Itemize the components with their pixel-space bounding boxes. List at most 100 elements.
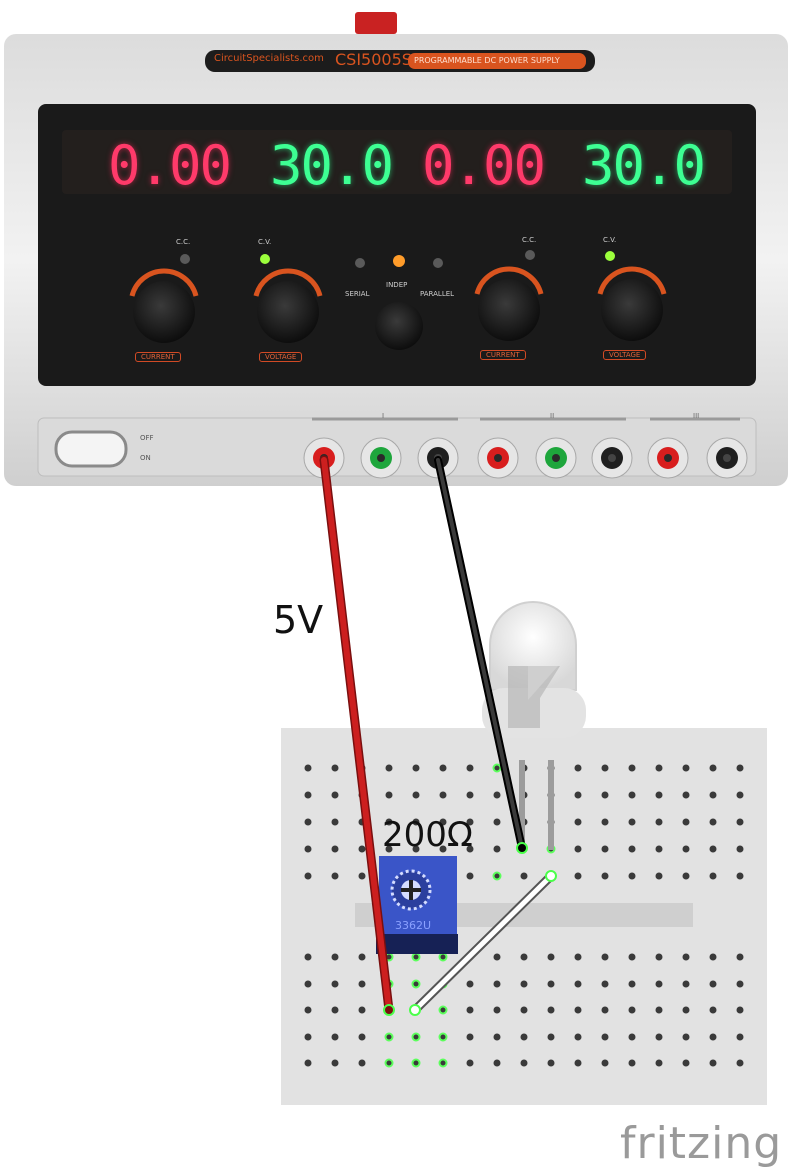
breadboard-hole[interactable] xyxy=(384,1032,394,1042)
breadboard-hole[interactable] xyxy=(574,845,582,853)
breadboard-hole[interactable] xyxy=(304,1033,312,1041)
breadboard-hole[interactable] xyxy=(601,764,609,772)
breadboard-hole[interactable] xyxy=(628,845,636,853)
breadboard-hole[interactable] xyxy=(438,1058,448,1068)
breadboard-hole[interactable] xyxy=(384,1058,394,1068)
breadboard-hole[interactable] xyxy=(682,1033,690,1041)
breadboard-hole[interactable] xyxy=(520,872,528,880)
breadboard-hole[interactable] xyxy=(493,980,501,988)
breadboard-hole[interactable] xyxy=(438,1032,448,1042)
breadboard-hole[interactable] xyxy=(655,845,663,853)
breadboard-hole[interactable] xyxy=(493,1033,501,1041)
breadboard-hole[interactable] xyxy=(628,872,636,880)
breadboard-hole[interactable] xyxy=(304,818,312,826)
breadboard-hole[interactable] xyxy=(358,953,366,961)
breadboard-hole[interactable] xyxy=(709,818,717,826)
breadboard-hole[interactable] xyxy=(358,845,366,853)
breadboard-hole[interactable] xyxy=(411,1058,421,1068)
breadboard-hole[interactable] xyxy=(358,1059,366,1067)
breadboard-hole[interactable] xyxy=(682,1006,690,1014)
breadboard-hole[interactable] xyxy=(682,980,690,988)
breadboard-hole[interactable] xyxy=(466,845,474,853)
breadboard-hole[interactable] xyxy=(520,1033,528,1041)
breadboard-hole[interactable] xyxy=(412,845,420,853)
breadboard-hole[interactable] xyxy=(358,1033,366,1041)
breadboard-hole[interactable] xyxy=(628,953,636,961)
breadboard-hole[interactable] xyxy=(411,952,421,962)
led[interactable] xyxy=(482,601,586,850)
breadboard-hole[interactable] xyxy=(411,1032,421,1042)
terminal-ch2-negative[interactable] xyxy=(591,437,633,479)
breadboard-hole[interactable] xyxy=(331,872,339,880)
breadboard-hole[interactable] xyxy=(736,1006,744,1014)
breadboard-hole[interactable] xyxy=(493,791,501,799)
breadboard-hole[interactable] xyxy=(574,953,582,961)
breadboard-hole[interactable] xyxy=(331,1059,339,1067)
breadboard-hole[interactable] xyxy=(655,1006,663,1014)
breadboard-hole[interactable] xyxy=(628,791,636,799)
breadboard-hole[interactable] xyxy=(574,980,582,988)
breadboard-hole[interactable] xyxy=(547,1006,555,1014)
breadboard-hole[interactable] xyxy=(736,791,744,799)
breadboard-hole[interactable] xyxy=(574,1006,582,1014)
breadboard-hole[interactable] xyxy=(601,818,609,826)
breadboard-hole[interactable] xyxy=(655,1033,663,1041)
breadboard-hole[interactable] xyxy=(331,953,339,961)
breadboard-hole[interactable] xyxy=(412,764,420,772)
breadboard-hole[interactable] xyxy=(304,1059,312,1067)
breadboard-hole[interactable] xyxy=(574,818,582,826)
breadboard-hole[interactable] xyxy=(601,1059,609,1067)
terminal-ch1-ground[interactable] xyxy=(360,437,402,479)
breadboard-hole[interactable] xyxy=(547,980,555,988)
terminal-ch3-positive[interactable] xyxy=(647,437,689,479)
breadboard-hole[interactable] xyxy=(736,953,744,961)
breadboard-hole[interactable] xyxy=(601,953,609,961)
breadboard-hole[interactable] xyxy=(493,845,501,853)
breadboard-hole[interactable] xyxy=(385,818,393,826)
breadboard-hole[interactable] xyxy=(304,791,312,799)
breadboard-hole[interactable] xyxy=(439,791,447,799)
breadboard-hole[interactable] xyxy=(709,980,717,988)
breadboard-hole[interactable] xyxy=(628,1006,636,1014)
breadboard-hole[interactable] xyxy=(655,791,663,799)
breadboard-hole[interactable] xyxy=(520,980,528,988)
breadboard-hole[interactable] xyxy=(331,845,339,853)
breadboard-hole[interactable] xyxy=(466,764,474,772)
breadboard-hole[interactable] xyxy=(493,1059,501,1067)
breadboard-hole[interactable] xyxy=(331,980,339,988)
breadboard-hole[interactable] xyxy=(466,1006,474,1014)
breadboard-hole[interactable] xyxy=(331,1006,339,1014)
breadboard-hole[interactable] xyxy=(736,1059,744,1067)
breadboard-hole[interactable] xyxy=(709,953,717,961)
breadboard-hole[interactable] xyxy=(412,791,420,799)
breadboard-hole[interactable] xyxy=(493,1006,501,1014)
breadboard-hole[interactable] xyxy=(412,818,420,826)
breadboard-hole[interactable] xyxy=(736,818,744,826)
breadboard-hole[interactable] xyxy=(601,980,609,988)
breadboard-hole[interactable] xyxy=(601,791,609,799)
breadboard-hole[interactable] xyxy=(304,980,312,988)
breadboard-hole[interactable] xyxy=(628,980,636,988)
breadboard-hole[interactable] xyxy=(547,953,555,961)
breadboard-hole[interactable] xyxy=(628,1059,636,1067)
breadboard-hole[interactable] xyxy=(331,791,339,799)
breadboard-hole[interactable] xyxy=(466,1059,474,1067)
breadboard-hole[interactable] xyxy=(304,953,312,961)
current-knob-1[interactable] xyxy=(129,268,199,343)
breadboard-hole[interactable] xyxy=(439,845,447,853)
breadboard-hole[interactable] xyxy=(655,1059,663,1067)
breadboard-hole[interactable] xyxy=(709,764,717,772)
breadboard-hole[interactable] xyxy=(682,818,690,826)
breadboard-hole[interactable] xyxy=(574,1059,582,1067)
current-knob-2[interactable] xyxy=(474,266,544,341)
breadboard-hole[interactable] xyxy=(547,1033,555,1041)
breadboard-hole[interactable] xyxy=(466,1033,474,1041)
breadboard-hole[interactable] xyxy=(736,980,744,988)
breadboard-hole[interactable] xyxy=(601,845,609,853)
breadboard-hole[interactable] xyxy=(736,872,744,880)
breadboard-hole[interactable] xyxy=(331,818,339,826)
breadboard-hole[interactable] xyxy=(493,953,501,961)
breadboard-hole[interactable] xyxy=(601,1033,609,1041)
breadboard-hole[interactable] xyxy=(574,764,582,772)
breadboard-hole[interactable] xyxy=(358,980,366,988)
